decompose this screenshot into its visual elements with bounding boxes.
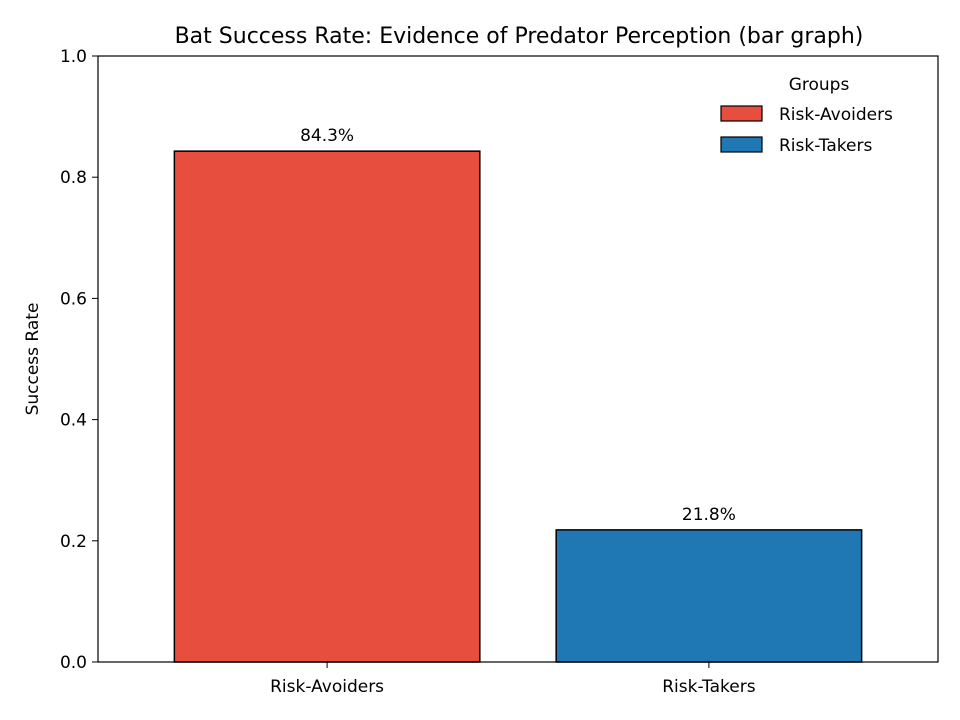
- y-tick-label: 0.4: [60, 411, 87, 431]
- legend-swatch-risk-avoiders: [720, 105, 763, 122]
- plot-frame: [97, 55, 939, 663]
- y-tick-label: 0.6: [60, 289, 87, 309]
- chart-title: Bat Success Rate: Evidence of Predator P…: [175, 24, 864, 49]
- legend-label-risk-avoiders: Risk-Avoiders: [779, 105, 893, 125]
- bar-risk-avoiders: [173, 150, 481, 663]
- x-tick-label-risk-avoiders: Risk-Avoiders: [270, 677, 384, 697]
- data-labels-group: 84.3% 21.8%: [300, 126, 736, 525]
- plot-area: 84.3% 21.8%: [97, 55, 939, 663]
- data-label-risk-avoiders: 84.3%: [300, 126, 354, 146]
- y-axis: 0.0 0.2 0.4 0.6 0.8 1.0: [60, 47, 98, 673]
- bars-group: [173, 150, 863, 663]
- legend: Groups Risk-Avoiders Risk-Takers: [720, 75, 893, 156]
- x-axis: Risk-Avoiders Risk-Takers: [270, 662, 756, 697]
- y-tick-label: 0.8: [60, 168, 87, 188]
- legend-title: Groups: [789, 75, 850, 95]
- bar-risk-takers: [555, 529, 863, 663]
- y-tick-label: 1.0: [60, 47, 87, 67]
- y-tick-label: 0.2: [60, 532, 87, 552]
- legend-label-risk-takers: Risk-Takers: [779, 136, 872, 156]
- legend-swatch-risk-takers: [720, 136, 763, 153]
- data-label-risk-takers: 21.8%: [682, 505, 736, 525]
- legend-entries: Risk-Avoiders Risk-Takers: [720, 105, 893, 156]
- y-axis-label: Success Rate: [23, 303, 43, 416]
- y-tick-label: 0.0: [60, 653, 87, 673]
- x-tick-label-risk-takers: Risk-Takers: [662, 677, 755, 697]
